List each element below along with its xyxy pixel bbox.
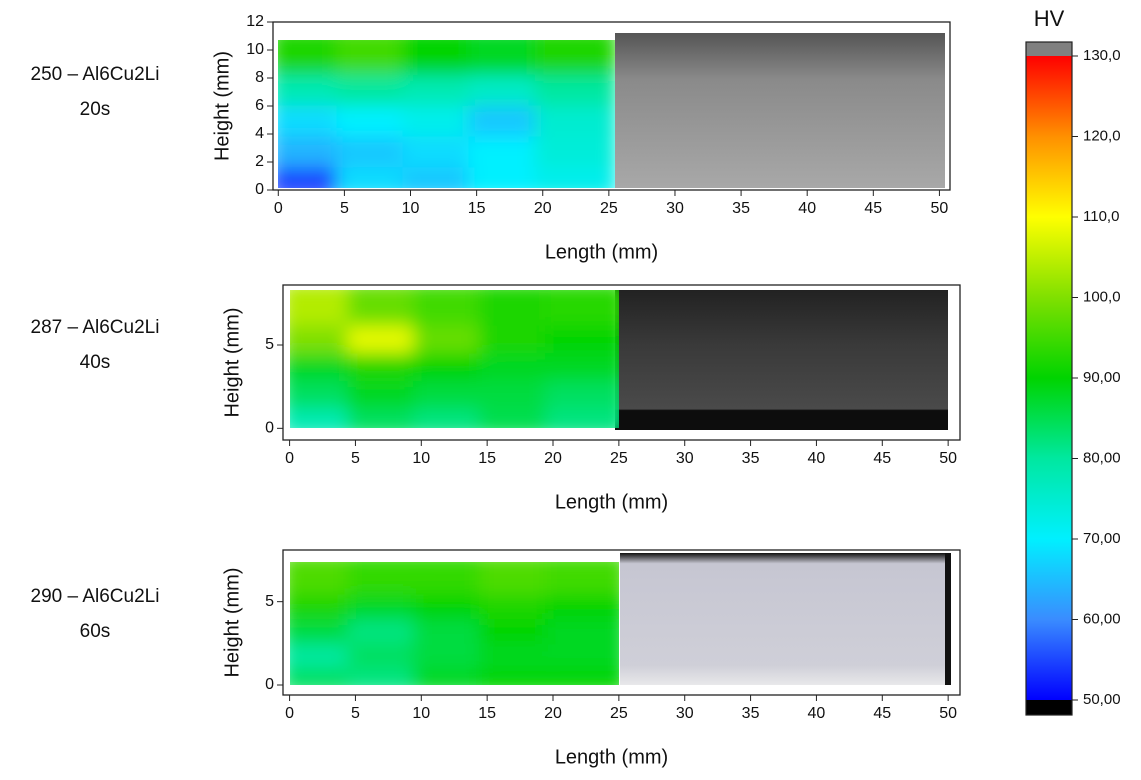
- specimen-edge: [945, 553, 951, 685]
- heatmap: [290, 562, 619, 685]
- x-tick-label: 35: [732, 200, 750, 217]
- specimen-photo: [620, 553, 948, 685]
- sample-label: 287 – Al6Cu2Li: [31, 317, 160, 338]
- heatmap: [278, 40, 615, 188]
- x-tick-label: 5: [340, 200, 349, 217]
- y-axis-title: Height (mm): [221, 567, 243, 677]
- x-tick-label: 50: [939, 705, 957, 722]
- x-tick-label: 45: [873, 705, 891, 722]
- x-tick-label: 50: [931, 200, 949, 217]
- x-tick-label: 0: [285, 705, 294, 722]
- colorbar-tick-label: 100,0: [1083, 288, 1121, 305]
- heatmap-cell: [534, 40, 615, 75]
- heatmap-cells: [290, 562, 619, 685]
- x-tick-label: 0: [274, 200, 283, 217]
- x-tick-label: 30: [676, 450, 694, 467]
- x-tick-label: 15: [478, 705, 496, 722]
- colorbar-tick-label: 50,00: [1083, 691, 1121, 708]
- sample-label: 40s: [80, 352, 111, 373]
- y-tick-label: 8: [255, 69, 264, 86]
- heatmap: [290, 290, 619, 428]
- colorbar-tick-label: 70,00: [1083, 530, 1121, 547]
- colorbar-over: [1026, 42, 1072, 56]
- specimen-photo: [615, 33, 945, 188]
- heatmap-cell: [545, 290, 619, 326]
- x-tick-label: 45: [873, 450, 891, 467]
- x-tick-label: 10: [412, 705, 430, 722]
- specimen-photo: [615, 290, 948, 430]
- heatmap-cell: [545, 562, 619, 595]
- y-tick-label: 12: [246, 13, 264, 30]
- x-tick-label: 35: [742, 450, 760, 467]
- colorbar-tick-label: 110,0: [1083, 208, 1119, 225]
- sample-label: 250 – Al6Cu2Li: [31, 64, 160, 85]
- colorbar-tick-label: 120,0: [1083, 127, 1121, 144]
- x-tick-label: 15: [468, 200, 486, 217]
- x-tick-label: 5: [351, 450, 360, 467]
- x-tick-label: 20: [534, 200, 552, 217]
- x-tick-label: 25: [610, 705, 628, 722]
- y-tick-label: 0: [265, 676, 274, 693]
- x-tick-label: 40: [798, 200, 816, 217]
- colorbar-tick-label: 80,00: [1083, 449, 1121, 466]
- y-tick-label: 5: [265, 336, 274, 353]
- sample-label: 60s: [80, 621, 111, 642]
- sample-label: 290 – Al6Cu2Li: [31, 586, 160, 607]
- x-tick-label: 25: [600, 200, 618, 217]
- x-tick-label: 0: [285, 450, 294, 467]
- x-tick-label: 15: [478, 450, 496, 467]
- colorbar-title: HV: [1034, 6, 1065, 31]
- y-tick-label: 6: [255, 97, 264, 114]
- x-tick-label: 40: [808, 450, 826, 467]
- x-tick-label: 10: [412, 450, 430, 467]
- x-tick-label: 30: [666, 200, 684, 217]
- colorbar-tick-label: 60,00: [1083, 610, 1121, 627]
- y-tick-label: 10: [246, 41, 264, 58]
- x-tick-label: 50: [939, 450, 957, 467]
- plot-frame: [282, 549, 961, 696]
- y-tick-label: 5: [265, 593, 274, 610]
- x-tick-label: 10: [402, 200, 420, 217]
- y-tick-label: 0: [265, 420, 274, 437]
- heatmap-cells: [290, 290, 619, 428]
- y-axis-title: Height (mm): [221, 307, 243, 417]
- x-tick-label: 35: [742, 705, 760, 722]
- x-axis-title: Length (mm): [545, 241, 658, 263]
- colorbar: [1026, 56, 1072, 700]
- x-tick-label: 45: [864, 200, 882, 217]
- colorbar-tick-label: 130,0: [1083, 47, 1121, 64]
- plot-frame: [282, 284, 961, 441]
- x-tick-label: 20: [544, 450, 562, 467]
- colorbar-tick-label: 90,00: [1083, 369, 1121, 386]
- y-tick-label: 0: [255, 181, 264, 198]
- x-axis-title: Length (mm): [555, 491, 668, 513]
- x-axis-title: Length (mm): [555, 746, 668, 768]
- x-tick-label: 25: [610, 450, 628, 467]
- sample-label: 20s: [80, 99, 111, 120]
- y-tick-label: 4: [255, 125, 264, 142]
- y-tick-label: 2: [255, 153, 264, 170]
- x-tick-label: 40: [808, 705, 826, 722]
- x-tick-label: 30: [676, 705, 694, 722]
- heatmap-cells: [278, 40, 615, 188]
- colorbar-under: [1026, 700, 1072, 715]
- y-axis-title: Height (mm): [211, 51, 233, 161]
- x-tick-label: 5: [351, 705, 360, 722]
- x-tick-label: 20: [544, 705, 562, 722]
